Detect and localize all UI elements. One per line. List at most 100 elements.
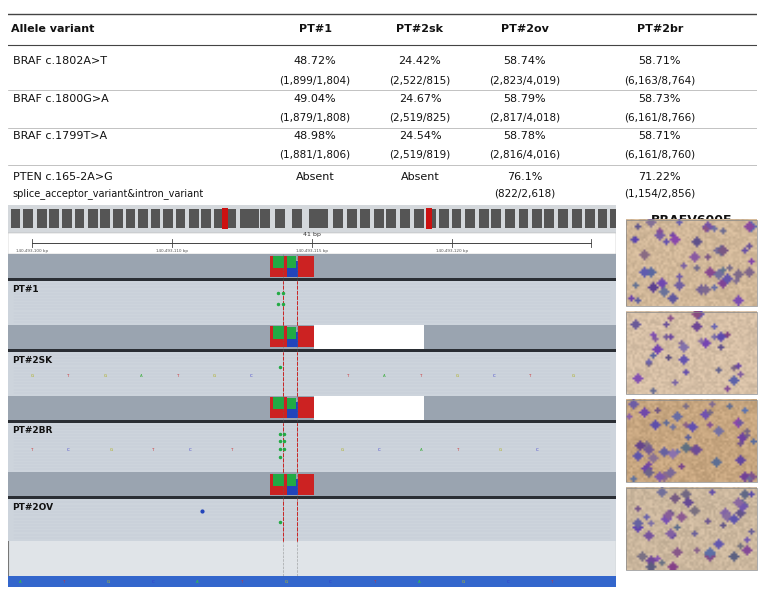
- Bar: [273, 256, 284, 268]
- Bar: [138, 209, 148, 228]
- Bar: [400, 209, 409, 228]
- Text: A: A: [18, 580, 21, 584]
- Bar: [360, 209, 370, 228]
- Bar: [100, 209, 110, 228]
- Text: 76.1%: 76.1%: [507, 172, 542, 182]
- Text: 58.74%: 58.74%: [503, 56, 546, 66]
- Bar: [74, 209, 84, 228]
- Text: PT#2br: PT#2br: [636, 24, 683, 34]
- Text: G: G: [571, 374, 575, 378]
- Bar: [572, 209, 581, 228]
- Bar: [298, 474, 314, 495]
- Bar: [386, 209, 396, 228]
- Bar: [214, 209, 224, 228]
- Text: (6,161/8,760): (6,161/8,760): [624, 150, 695, 160]
- Bar: [49, 209, 59, 228]
- Bar: [23, 209, 33, 228]
- Text: Absent: Absent: [295, 172, 334, 182]
- Bar: [292, 209, 302, 228]
- Bar: [558, 209, 568, 228]
- Text: A: A: [140, 374, 143, 378]
- Bar: [240, 209, 249, 228]
- Bar: [288, 398, 296, 409]
- Bar: [597, 209, 607, 228]
- Bar: [8, 472, 616, 496]
- Bar: [298, 397, 314, 418]
- Text: 49.04%: 49.04%: [294, 94, 337, 104]
- Text: Absent: Absent: [401, 172, 439, 182]
- Text: PT#2BR: PT#2BR: [12, 426, 52, 435]
- Bar: [317, 209, 327, 228]
- Text: G: G: [103, 374, 106, 378]
- Bar: [288, 403, 298, 418]
- Text: PT#1: PT#1: [12, 285, 38, 294]
- Bar: [63, 209, 72, 228]
- Text: A: A: [196, 580, 199, 584]
- Text: C: C: [536, 448, 538, 452]
- Bar: [288, 327, 296, 339]
- Text: PT#1: PT#1: [298, 24, 331, 34]
- Text: C: C: [189, 448, 191, 452]
- Bar: [201, 209, 211, 228]
- Text: G: G: [456, 374, 459, 378]
- Text: (6,163/8,764): (6,163/8,764): [624, 75, 695, 85]
- Bar: [8, 499, 616, 541]
- Text: 71.22%: 71.22%: [639, 172, 681, 182]
- Text: (1,154/2,856): (1,154/2,856): [624, 188, 695, 198]
- Text: T: T: [420, 374, 422, 378]
- Bar: [288, 474, 296, 486]
- Bar: [8, 278, 616, 281]
- Bar: [260, 209, 270, 228]
- Bar: [414, 209, 424, 228]
- Text: (1,899/1,804): (1,899/1,804): [279, 75, 350, 85]
- Bar: [585, 209, 595, 228]
- Bar: [226, 209, 236, 228]
- Text: C: C: [151, 580, 155, 584]
- Bar: [544, 209, 554, 228]
- Text: T: T: [347, 374, 350, 378]
- Text: C: C: [506, 580, 509, 584]
- Bar: [8, 205, 616, 233]
- Text: T: T: [152, 448, 155, 452]
- Bar: [288, 479, 298, 495]
- Bar: [626, 400, 757, 482]
- Text: C: C: [377, 448, 380, 452]
- Text: G: G: [213, 374, 216, 378]
- Text: PT#2sk: PT#2sk: [396, 24, 444, 34]
- Bar: [626, 487, 757, 570]
- Bar: [8, 576, 616, 587]
- Text: 58.71%: 58.71%: [639, 131, 681, 141]
- Bar: [189, 209, 199, 228]
- Bar: [314, 396, 424, 419]
- Text: G: G: [285, 580, 288, 584]
- Text: (2,823/4,019): (2,823/4,019): [490, 75, 561, 85]
- Bar: [37, 209, 47, 228]
- Bar: [288, 331, 298, 347]
- Bar: [314, 325, 424, 349]
- Text: A: A: [383, 374, 386, 378]
- Text: 24.42%: 24.42%: [399, 56, 441, 66]
- Text: (2,519/819): (2,519/819): [389, 150, 451, 160]
- Text: A: A: [420, 448, 422, 452]
- Text: 58.78%: 58.78%: [503, 131, 546, 141]
- Bar: [270, 327, 288, 347]
- Text: 140,493,100 bp: 140,493,100 bp: [16, 249, 48, 253]
- Bar: [164, 209, 173, 228]
- Text: PT#2ov: PT#2ov: [501, 24, 549, 34]
- Text: (2,522/815): (2,522/815): [389, 75, 451, 85]
- Text: T: T: [241, 580, 243, 584]
- Text: (822/2,618): (822/2,618): [494, 188, 555, 198]
- Bar: [8, 349, 616, 352]
- Text: BRAF c.1802A>T: BRAF c.1802A>T: [13, 56, 107, 66]
- Bar: [8, 254, 616, 278]
- Bar: [479, 209, 489, 228]
- Bar: [505, 209, 515, 228]
- Text: 24.67%: 24.67%: [399, 94, 441, 104]
- Text: T: T: [31, 448, 33, 452]
- Bar: [273, 327, 284, 339]
- Bar: [88, 209, 98, 228]
- Text: T: T: [529, 374, 532, 378]
- Text: splice_acceptor_variant&intron_variant: splice_acceptor_variant&intron_variant: [13, 187, 204, 199]
- Bar: [175, 209, 185, 228]
- Bar: [288, 261, 298, 276]
